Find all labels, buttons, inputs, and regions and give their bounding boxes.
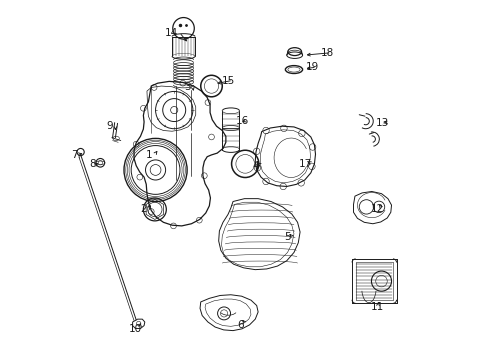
Text: 11: 11 [370,302,383,312]
Text: 7: 7 [71,150,77,160]
Text: 13: 13 [375,118,388,128]
Text: 8: 8 [89,159,95,169]
Text: 6: 6 [237,320,244,330]
Text: 12: 12 [370,204,383,214]
Text: 19: 19 [305,62,319,72]
Text: 2: 2 [140,204,146,214]
Text: 17: 17 [298,159,311,169]
Text: 14: 14 [164,28,177,38]
Text: 4: 4 [251,161,258,171]
Text: 16: 16 [236,116,249,126]
Text: 5: 5 [284,232,290,242]
Text: 1: 1 [146,150,152,160]
Text: 18: 18 [320,48,333,58]
Text: 10: 10 [128,324,142,334]
Text: 3: 3 [183,82,190,92]
Text: 15: 15 [221,76,235,86]
Text: 9: 9 [106,121,113,131]
